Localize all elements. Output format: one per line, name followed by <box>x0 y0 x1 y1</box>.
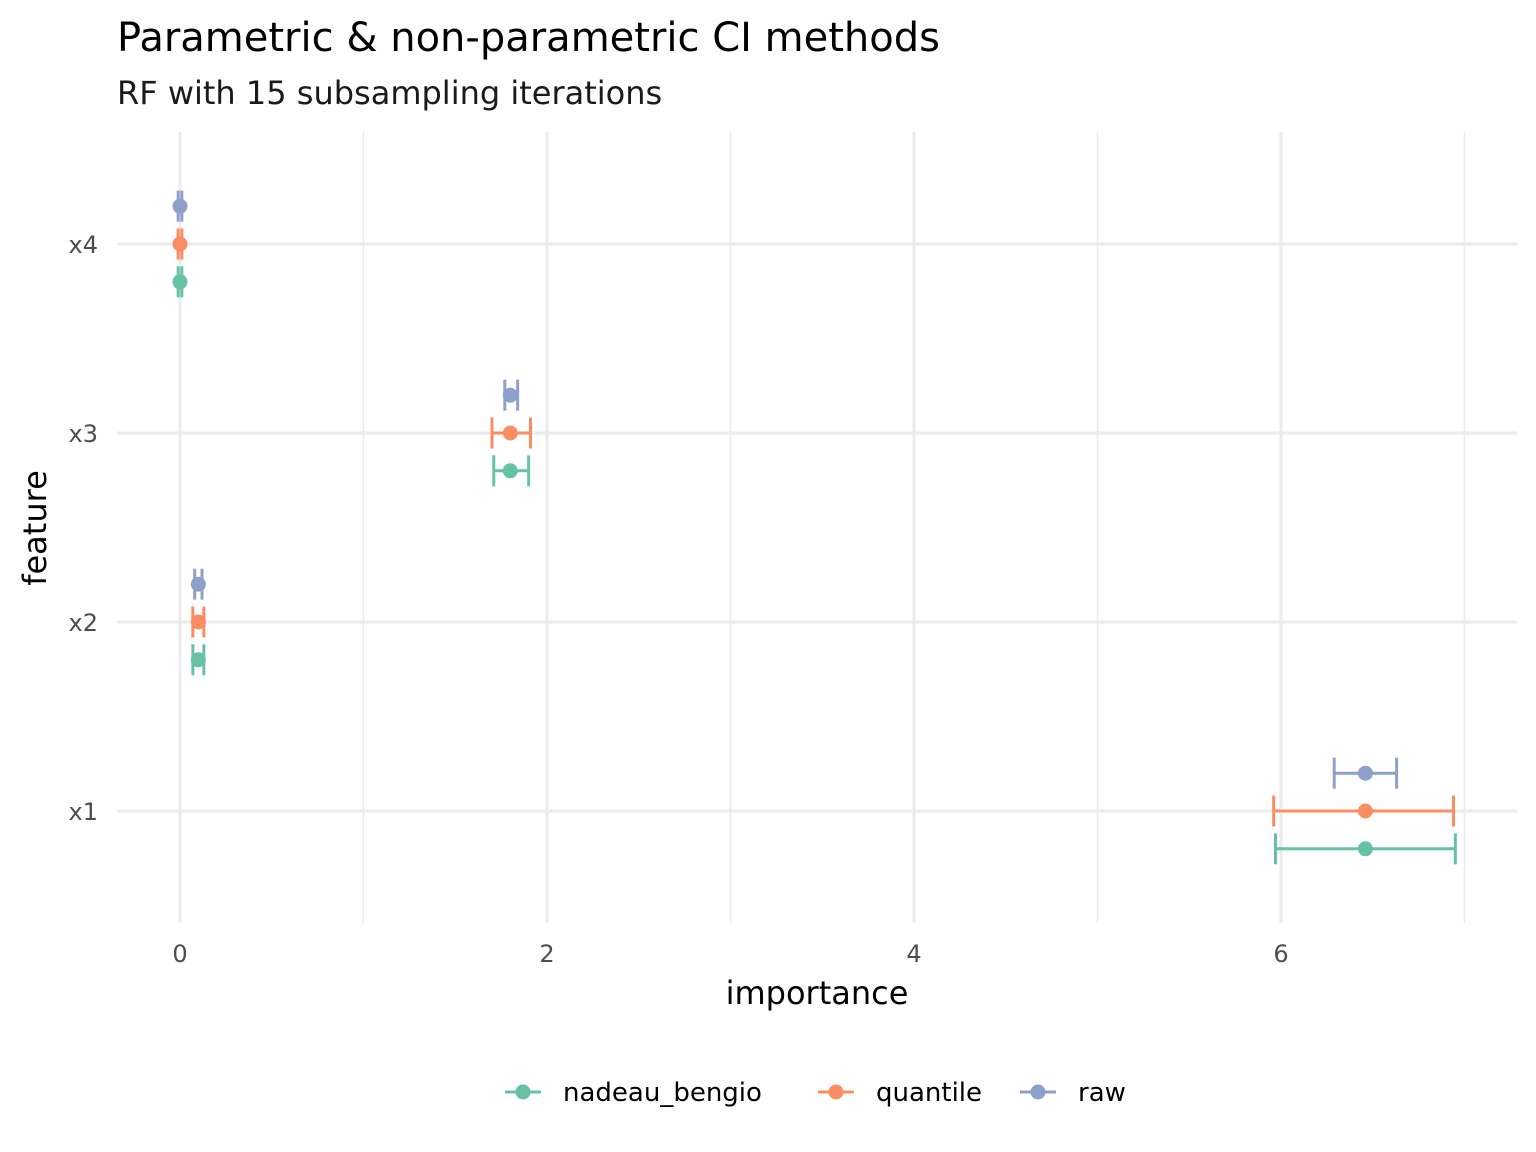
point-quantile-x2 <box>190 614 206 630</box>
point-raw-x3 <box>502 387 518 403</box>
point-nadeau_bengio-x1 <box>1357 841 1373 857</box>
legend-item-nadeau_bengio: nadeau_bengio <box>505 1078 762 1108</box>
point-nadeau_bengio-x3 <box>502 463 518 479</box>
y-tick-label-x2: x2 <box>69 609 98 637</box>
legend-key-point <box>515 1084 531 1100</box>
legend-label-quantile: quantile <box>876 1078 982 1108</box>
point-raw-x2 <box>190 576 206 592</box>
legend-label-nadeau_bengio: nadeau_bengio <box>563 1078 762 1108</box>
y-axis-title: feature <box>16 470 54 586</box>
axes: 0 2 4 6 x1 x2 x3 x4 <box>69 231 1289 968</box>
point-quantile-x3 <box>502 425 518 441</box>
legend-key-point <box>828 1084 844 1100</box>
point-nadeau_bengio-x2 <box>190 652 206 668</box>
data-marks <box>172 190 1457 865</box>
grid <box>117 132 1517 923</box>
legend-item-quantile: quantile <box>818 1078 982 1108</box>
x-tick-label: 6 <box>1273 940 1288 968</box>
x-tick-label: 0 <box>172 940 187 968</box>
point-quantile-x1 <box>1357 803 1373 819</box>
x-axis-title: importance <box>726 974 909 1012</box>
y-tick-label-x1: x1 <box>69 798 98 826</box>
legend-label-raw: raw <box>1078 1078 1126 1108</box>
legend-key-point <box>1030 1084 1046 1100</box>
chart-title: Parametric & non-parametric CI methods <box>117 15 940 61</box>
legend-item-raw: raw <box>1020 1078 1126 1108</box>
x-tick-label: 4 <box>906 940 921 968</box>
legend: nadeau_bengio quantile raw <box>505 1078 1126 1108</box>
point-raw-x1 <box>1357 765 1373 781</box>
series-quantile <box>172 228 1455 827</box>
point-raw-x4 <box>172 198 188 214</box>
y-tick-label-x4: x4 <box>69 231 98 259</box>
x-tick-label: 2 <box>539 940 554 968</box>
point-nadeau_bengio-x4 <box>172 274 188 290</box>
y-tick-label-x3: x3 <box>69 420 98 448</box>
series-raw <box>172 190 1399 789</box>
series-nadeau_bengio <box>172 266 1457 865</box>
point-quantile-x4 <box>172 236 188 252</box>
chart-subtitle: RF with 15 subsampling iterations <box>117 74 662 112</box>
